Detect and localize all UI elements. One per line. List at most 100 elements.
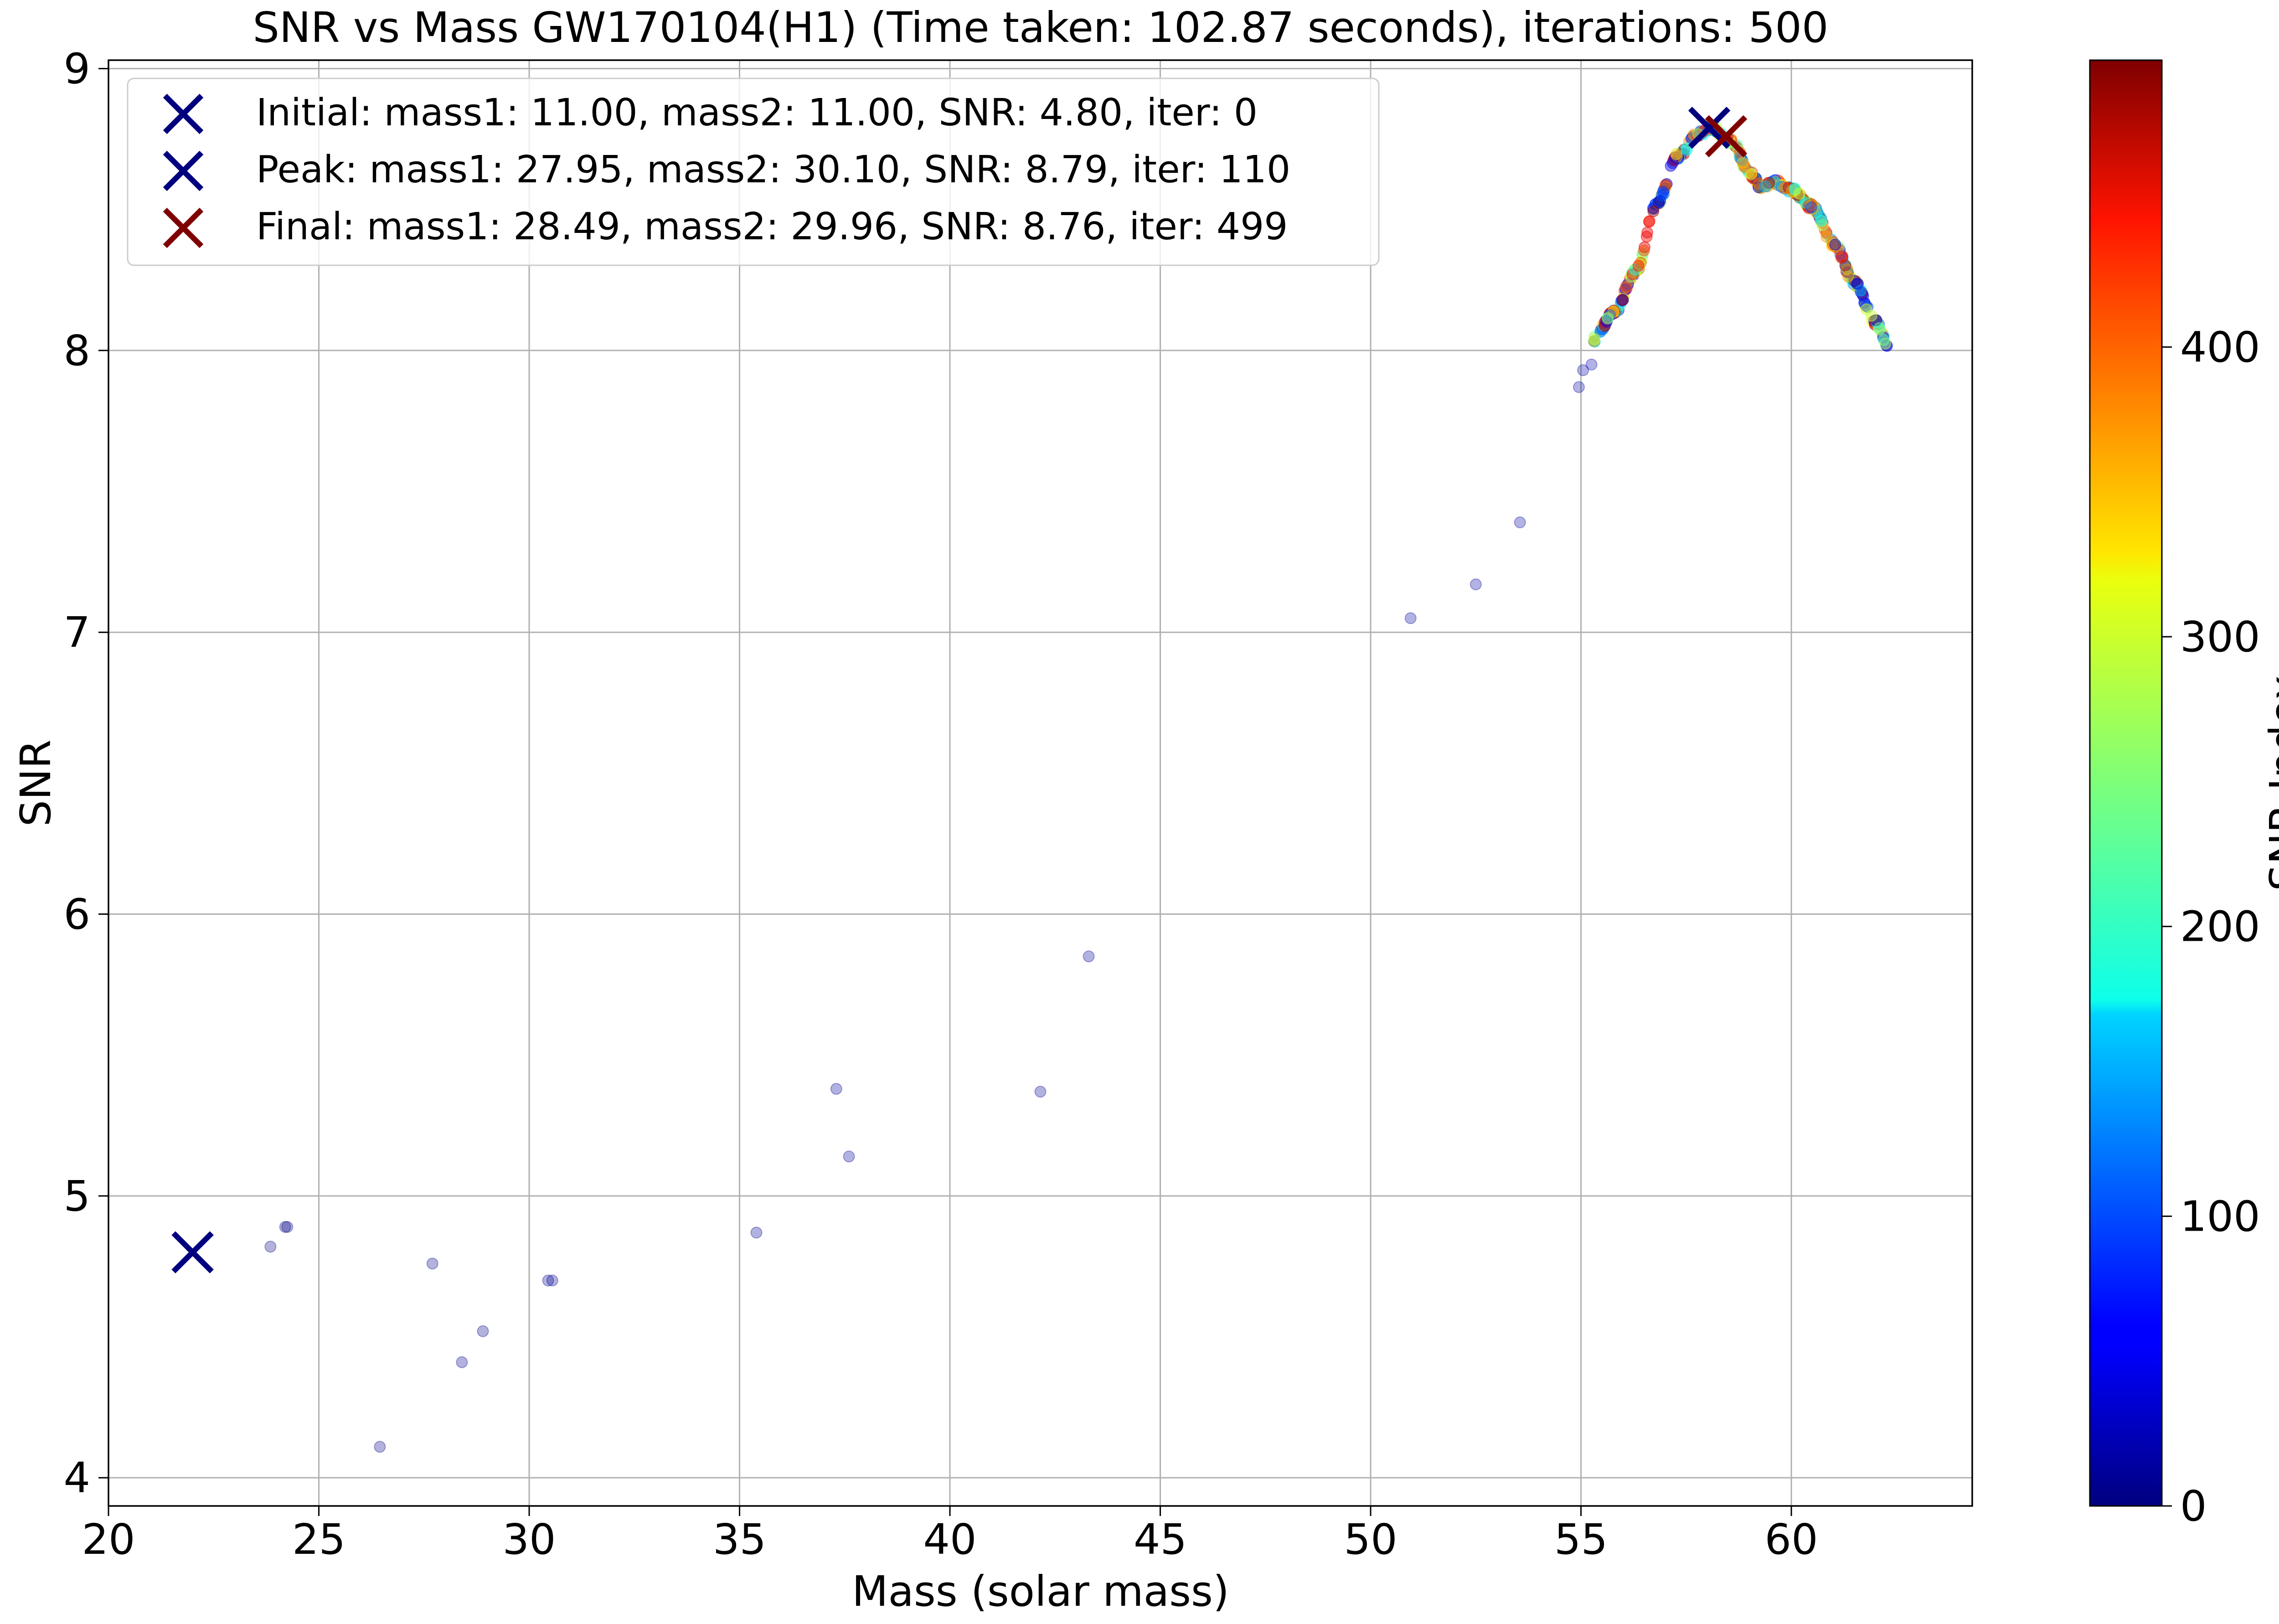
colorbar-label: SNR Index xyxy=(2261,675,2279,891)
legend-box xyxy=(127,77,1380,266)
scatter-point xyxy=(374,1441,386,1453)
legend-label-peak: Peak: mass1: 27.95, mass2: 30.10, SNR: 8… xyxy=(256,148,1290,191)
legend-label-final: Final: mass1: 28.49, mass2: 29.96, SNR: … xyxy=(256,205,1288,248)
scatter-point xyxy=(1034,1086,1047,1098)
scatter-point xyxy=(843,1150,855,1163)
scatter-point xyxy=(1585,358,1598,371)
scatter-point xyxy=(1879,338,1892,350)
scatter-point xyxy=(1588,333,1601,345)
scatter-point xyxy=(1643,215,1655,227)
colorbar-tick-label: 100 xyxy=(2180,1192,2260,1241)
legend-x-marker-icon xyxy=(163,93,204,134)
scatter-point xyxy=(1820,231,1833,243)
scatter-point xyxy=(1083,950,1095,963)
highlight-markers xyxy=(171,107,1748,1273)
y-tick-label: 6 xyxy=(63,890,90,939)
initial-marker xyxy=(171,1231,214,1273)
y-tick-label: 9 xyxy=(63,45,90,93)
x-tick-label: 25 xyxy=(292,1515,345,1564)
legend-x-marker-icon xyxy=(163,207,204,248)
scatter-point xyxy=(1865,309,1877,322)
scatter-point xyxy=(1622,278,1634,290)
scatter-points xyxy=(264,120,1893,1453)
y-tick-label: 4 xyxy=(63,1454,90,1502)
scatter-point xyxy=(1577,364,1589,376)
colorbar-tick-label: 300 xyxy=(2180,613,2260,661)
x-axis-label: Mass (solar mass) xyxy=(852,1567,1229,1616)
scatter-point xyxy=(830,1083,842,1095)
legend-label-initial: Initial: mass1: 11.00, mass2: 11.00, SNR… xyxy=(256,91,1258,134)
scatter-point xyxy=(281,1221,294,1233)
scatter-point xyxy=(1632,259,1645,272)
scatter-point xyxy=(1794,187,1806,200)
x-stroke xyxy=(1688,107,1731,149)
grid-lines xyxy=(108,60,1972,1506)
x-stroke xyxy=(1705,115,1748,158)
scatter-point xyxy=(546,1274,558,1287)
y-axis-ticks: 4 5 6 7 8 9 xyxy=(63,45,108,1502)
scatter-point xyxy=(279,1221,291,1233)
scatter-point xyxy=(1839,259,1851,272)
x-stroke xyxy=(163,150,204,191)
x-stroke xyxy=(171,1231,214,1273)
scatter-point xyxy=(1602,312,1614,325)
scatter-point xyxy=(1469,578,1482,591)
x-stroke xyxy=(163,93,204,134)
colorbar-ticks: 0 100 200 300 400 xyxy=(2162,323,2260,1531)
legend-entry-final: Final: mass1: 28.49, mass2: 29.96, SNR: … xyxy=(163,205,1288,248)
scatter-point xyxy=(1660,179,1672,191)
x-tick-label: 55 xyxy=(1554,1515,1608,1564)
scatter-point xyxy=(1514,516,1526,529)
x-stroke xyxy=(163,207,204,248)
y-tick-label: 5 xyxy=(63,1172,90,1221)
scatter-point xyxy=(1842,270,1854,283)
scatter-point xyxy=(1638,244,1650,257)
scatter-point xyxy=(1620,281,1632,294)
scatter-point xyxy=(1681,144,1693,156)
scatter-point xyxy=(1641,227,1654,239)
chart-title: SNR vs Mass GW170104(H1) (Time taken: 10… xyxy=(253,3,1829,52)
legend-entry-initial: Initial: mass1: 11.00, mass2: 11.00, SNR… xyxy=(163,91,1258,134)
x-tick-label: 40 xyxy=(923,1515,977,1564)
scatter-point xyxy=(1829,238,1841,251)
final-marker xyxy=(1705,115,1748,158)
scatter-point xyxy=(1573,381,1585,393)
x-tick-label: 60 xyxy=(1765,1515,1818,1564)
legend-entry-peak: Peak: mass1: 27.95, mass2: 30.10, SNR: 8… xyxy=(163,148,1290,191)
scatter-point xyxy=(264,1241,277,1253)
x-axis-ticks: 20 25 30 35 40 45 50 55 60 xyxy=(82,1506,1818,1564)
legend-x-marker-icon xyxy=(163,150,204,191)
legend-peak-marker xyxy=(163,150,204,191)
scatter-point xyxy=(1855,286,1867,298)
x-tick-label: 30 xyxy=(502,1515,556,1564)
scatter-point xyxy=(1616,294,1629,306)
scatter-point xyxy=(1647,205,1660,217)
scatter-point xyxy=(750,1227,763,1239)
colorbar-tick-label: 0 xyxy=(2180,1482,2207,1531)
x-tick-label: 35 xyxy=(713,1515,766,1564)
colorbar-tick-label: 400 xyxy=(2180,323,2260,371)
y-tick-label: 7 xyxy=(63,608,90,657)
x-tick-label: 20 xyxy=(82,1515,135,1564)
scatter-point xyxy=(1640,231,1653,243)
scatter-point xyxy=(1745,168,1758,180)
scatter-point xyxy=(477,1325,489,1337)
scatter-point xyxy=(1657,186,1669,198)
plot-frame xyxy=(108,59,1973,1507)
colorbar-gradient xyxy=(2089,59,2163,1507)
scatter-point xyxy=(1652,196,1665,209)
x-tick-label: 45 xyxy=(1134,1515,1187,1564)
scatter-point xyxy=(1736,156,1748,169)
scatter-point xyxy=(456,1356,468,1368)
x-tick-label: 50 xyxy=(1344,1515,1397,1564)
legend-final-marker xyxy=(163,207,204,248)
scatter-point xyxy=(1836,250,1848,263)
scatter-point xyxy=(426,1258,438,1270)
legend: Initial: mass1: 11.00, mass2: 11.00, SNR… xyxy=(127,77,1380,266)
scatter-point xyxy=(542,1274,554,1287)
scatter-point xyxy=(1759,180,1771,193)
scatter-point xyxy=(1404,612,1417,624)
colorbar: 0 100 200 300 400 SNR Index xyxy=(2089,59,2279,1531)
scatter-point xyxy=(1670,148,1682,160)
